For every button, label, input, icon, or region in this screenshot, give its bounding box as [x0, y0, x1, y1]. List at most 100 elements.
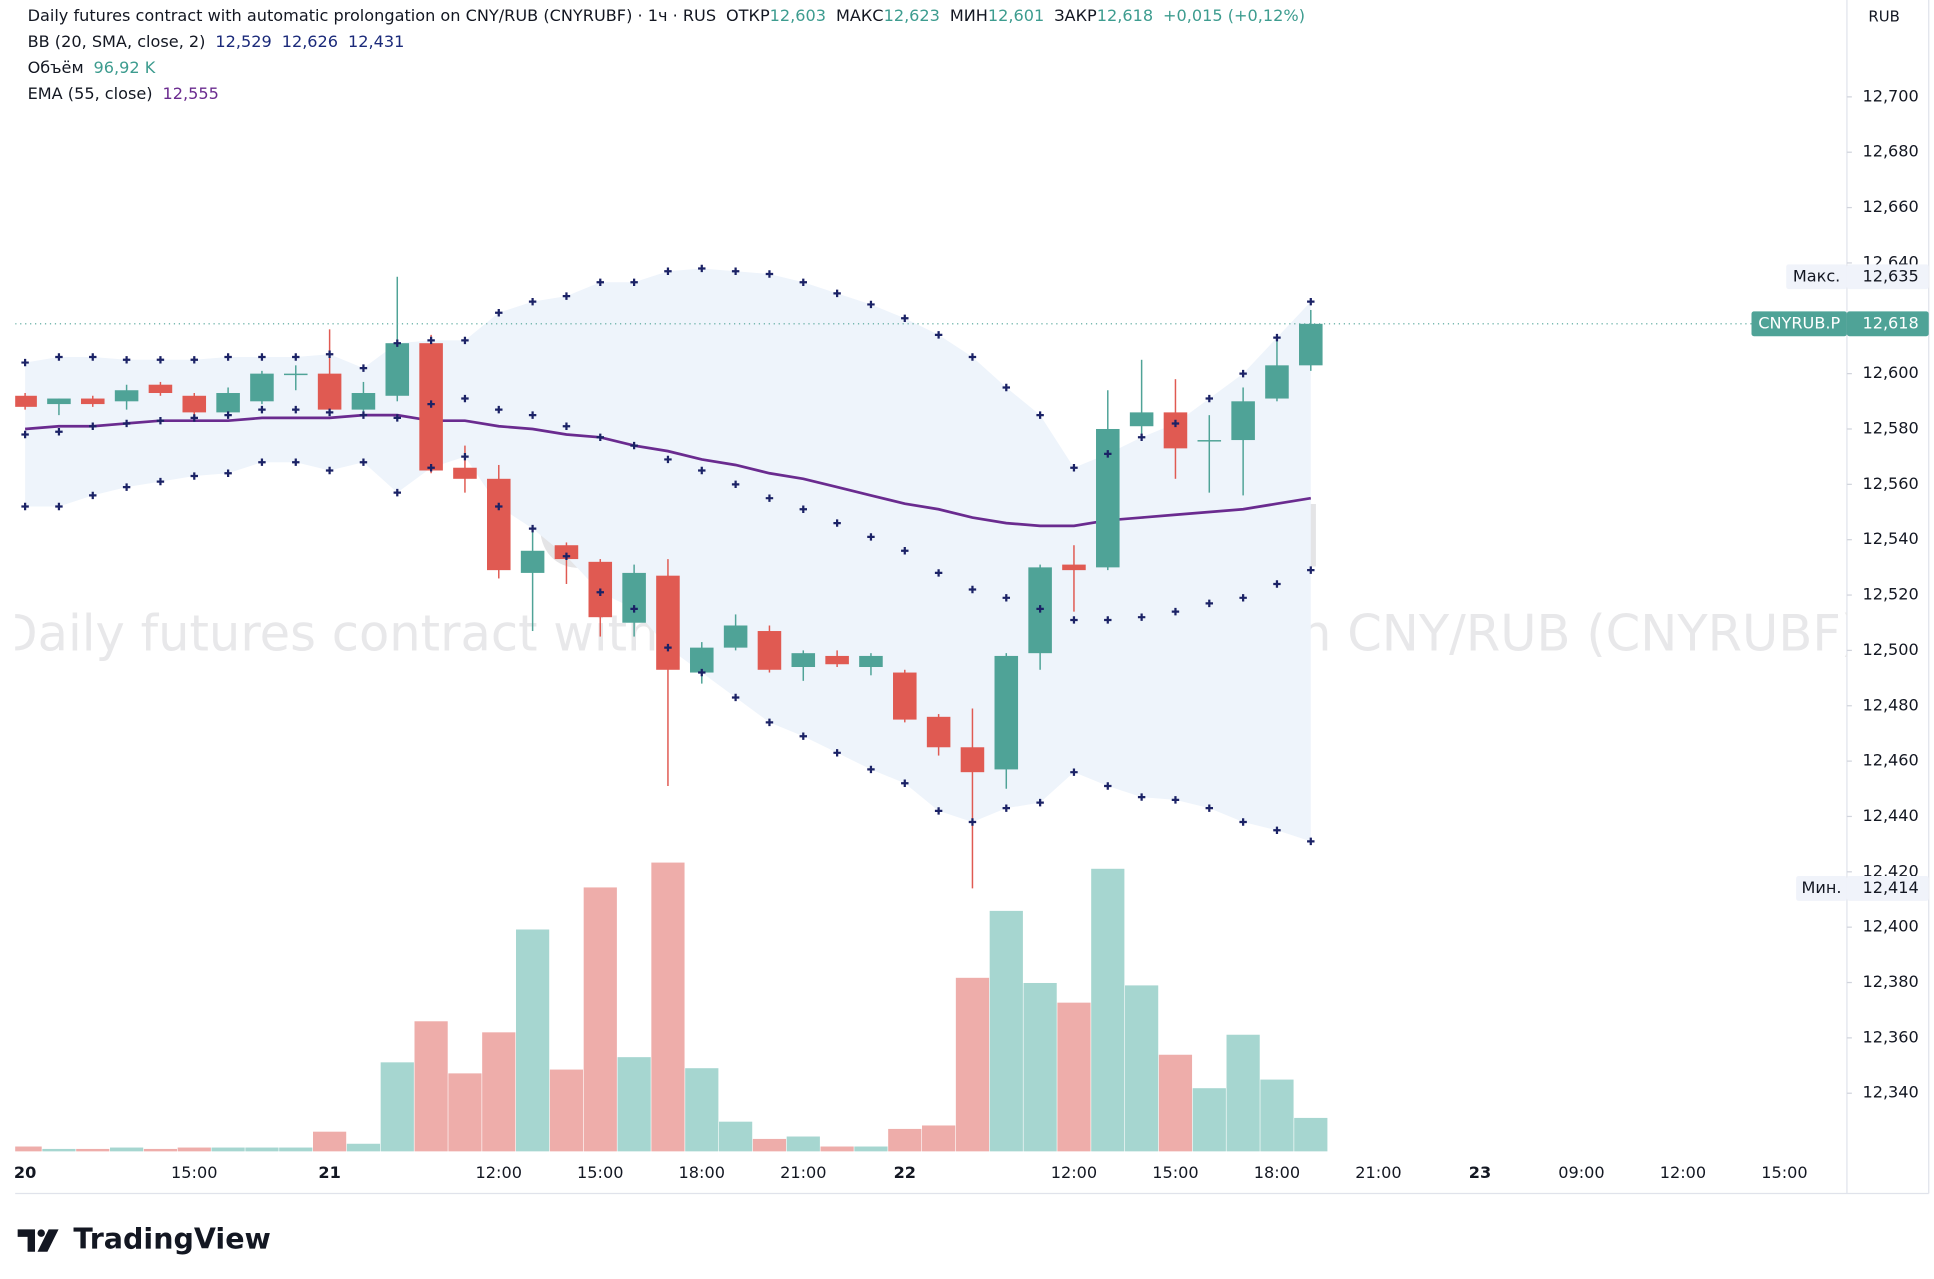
legend-line: EMA (55, close) 12,555	[28, 84, 219, 103]
marker-label: CNYRUB.P	[1758, 313, 1840, 332]
candle-body	[656, 575, 680, 670]
band-marker	[122, 356, 131, 364]
legend-text: 12,623	[884, 6, 940, 25]
volume-bar	[312, 1131, 347, 1152]
band-marker	[325, 466, 334, 475]
band-marker	[359, 364, 368, 372]
candle-body	[554, 545, 579, 560]
band-marker	[799, 732, 808, 740]
legend-text: ЗАКР	[1054, 6, 1097, 25]
x-tick-label: 18:00	[679, 1163, 725, 1182]
volume-bar	[583, 887, 617, 1152]
candle-body	[723, 625, 748, 648]
volume-bar	[752, 1138, 787, 1152]
candle-body	[1129, 412, 1154, 427]
volume-bar	[245, 1147, 279, 1152]
legend-text: МАКС	[836, 6, 884, 25]
y-tick-label: 12,460	[1862, 751, 1918, 770]
candle-body	[791, 653, 816, 668]
y-tick-label: 12,520	[1862, 585, 1918, 604]
x-tick-label: 15:00	[577, 1163, 623, 1182]
y-tick-label: 12,700	[1862, 86, 1918, 105]
band-fill	[25, 268, 1311, 842]
candle-body	[250, 373, 274, 402]
volume-bar	[955, 977, 990, 1152]
band-marker	[1002, 594, 1011, 602]
band-marker	[359, 458, 368, 466]
band-marker	[1307, 837, 1315, 846]
band-marker	[21, 502, 29, 511]
candle-body	[453, 467, 477, 479]
y-tick-label: 12,380	[1862, 972, 1918, 991]
volume-bar	[279, 1147, 313, 1152]
band-marker	[1002, 383, 1011, 392]
legend-text: 12,601	[988, 6, 1044, 25]
band-marker	[596, 433, 604, 442]
candle-body	[622, 572, 646, 623]
band-marker	[1239, 594, 1247, 602]
band-marker	[495, 502, 503, 511]
band-marker	[833, 289, 841, 298]
y-tick-label: 12,360	[1862, 1027, 1918, 1046]
band-marker	[1205, 599, 1214, 608]
volume-bar	[380, 1062, 414, 1152]
volume-bar	[448, 1073, 482, 1152]
y-tick-label: 12,680	[1862, 142, 1918, 161]
candle-body	[182, 395, 207, 413]
marker-value: 12,414	[1862, 878, 1918, 897]
band-marker	[934, 807, 943, 815]
band-marker	[292, 458, 300, 466]
volume-bar	[651, 862, 685, 1152]
plot-area: CNYRUB.P, 1чDaily futures contract with …	[15, 264, 1847, 1152]
y-tick-label: 12,340	[1862, 1083, 1918, 1102]
x-tick-label: 15:00	[1152, 1163, 1198, 1182]
band-marker	[1307, 297, 1315, 306]
band-marker	[1036, 605, 1044, 613]
volume-bar	[1192, 1088, 1226, 1152]
candle-body	[994, 655, 1019, 770]
band-marker	[1002, 804, 1011, 812]
band-marker	[359, 411, 368, 419]
legend-text: 12,529	[215, 32, 271, 51]
band-marker	[1070, 768, 1078, 776]
band-marker	[461, 336, 469, 345]
band-marker	[867, 765, 875, 774]
band-marker	[122, 483, 131, 491]
band-marker	[89, 422, 97, 430]
y-tick-label: 12,660	[1862, 197, 1918, 216]
legend-text: 12,603	[770, 6, 826, 25]
band-marker	[21, 430, 29, 439]
band-marker	[89, 353, 97, 361]
band-marker	[562, 422, 571, 430]
x-tick-label: 22	[894, 1163, 916, 1182]
band-marker	[292, 405, 300, 414]
band-marker	[833, 749, 841, 757]
candle-body	[80, 398, 105, 405]
band-marker	[156, 416, 165, 425]
band-marker	[1171, 607, 1180, 616]
band-marker	[190, 472, 198, 480]
band-marker	[528, 411, 537, 419]
candle-body	[385, 343, 410, 396]
band-marker	[55, 428, 63, 436]
band-marker	[427, 400, 435, 408]
band-marker	[1239, 818, 1247, 826]
volume-bar	[109, 1147, 144, 1152]
band-marker	[698, 264, 706, 273]
band-marker	[325, 408, 334, 417]
band-marker	[968, 818, 977, 826]
marker-value: 12,618	[1862, 313, 1918, 332]
band-marker	[867, 300, 875, 309]
candle-body	[926, 716, 951, 748]
y-tick-label: 12,420	[1862, 861, 1918, 880]
marker-label-box	[1796, 876, 1847, 901]
x-tick-label: 15:00	[171, 1163, 217, 1182]
band-marker	[562, 292, 571, 300]
legend-line: BB (20, SMA, close, 2) 12,529 12,626 12,431	[28, 32, 405, 51]
band-marker	[934, 569, 943, 577]
band-marker	[799, 278, 808, 287]
candle-body	[859, 655, 883, 668]
band-marker	[901, 779, 909, 787]
